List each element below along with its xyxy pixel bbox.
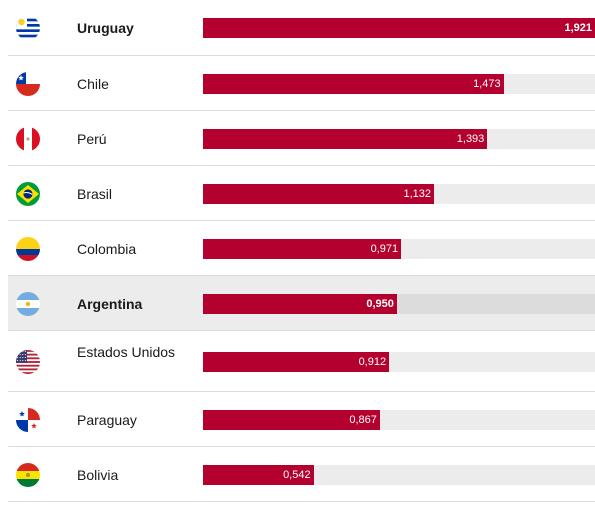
country-label: Paraguay [77, 412, 137, 428]
value-label: 1,921 [564, 22, 592, 34]
chart-row: Uruguay 1,921 [8, 0, 595, 56]
country-label: Argentina [77, 296, 143, 312]
paraguay-flag-icon [16, 408, 40, 432]
chart-row: Chile 1,473 [8, 56, 595, 111]
country-label: Brasil [77, 186, 113, 202]
country-label: Uruguay [77, 20, 134, 36]
argentina-flag-icon [16, 292, 40, 316]
bar: 0,867 [203, 410, 380, 430]
bar: 0,950 [203, 294, 397, 314]
bar-track: 1,473 [203, 74, 595, 94]
value-label: 1,473 [473, 78, 501, 90]
country-label: Colombia [77, 241, 137, 257]
country-label: Estados Unidos [77, 344, 176, 360]
bar: 1,921 [203, 18, 595, 38]
chart-row: Paraguay 0,867 [8, 392, 595, 447]
bar-track: 0,867 [203, 410, 595, 430]
bar: 0,971 [203, 239, 402, 259]
bar: 1,132 [203, 184, 434, 204]
chart-row: Argentina 0,950 [8, 276, 595, 331]
bar: 1,393 [203, 129, 488, 149]
bar-track: 1,132 [203, 184, 595, 204]
chart-row: Bolivia 0,542 [8, 447, 595, 502]
chart-row: Estados Unidos 0,912 [8, 331, 595, 392]
value-label: 0,912 [358, 356, 387, 368]
bar: 1,473 [203, 74, 504, 94]
usa-flag-icon [16, 350, 40, 374]
bar: 0,542 [203, 465, 314, 485]
brazil-flag-icon [16, 182, 40, 206]
chile-flag-icon [16, 72, 40, 96]
colombia-flag-icon [16, 237, 40, 261]
bar-track: 0,950 [203, 294, 595, 314]
country-label: Perú [77, 131, 107, 147]
bar-track: 0,971 [203, 239, 595, 259]
value-label: 0,867 [349, 414, 377, 426]
uruguay-flag-icon [16, 16, 40, 40]
bolivia-flag-icon [16, 463, 40, 487]
value-label: 0,950 [366, 298, 394, 310]
bar-track: 1,393 [203, 129, 595, 149]
chart-row: Brasil 1,132 [8, 166, 595, 221]
country-label: Chile [77, 76, 109, 92]
chart-row: Colombia 0,971 [8, 221, 595, 276]
value-label: 0,971 [370, 243, 399, 255]
value-label: 1,393 [456, 133, 485, 145]
bar-track: 1,921 [203, 18, 595, 38]
chart-row: Perú 1,393 [8, 111, 595, 166]
value-label: 1,132 [403, 188, 431, 200]
value-label: 0,542 [283, 469, 311, 481]
peru-flag-icon [16, 127, 40, 151]
country-label: Bolivia [77, 467, 119, 483]
bar-track: 0,542 [203, 465, 595, 485]
bar: 0,912 [203, 352, 390, 372]
bar-track: 0,912 [203, 352, 595, 372]
